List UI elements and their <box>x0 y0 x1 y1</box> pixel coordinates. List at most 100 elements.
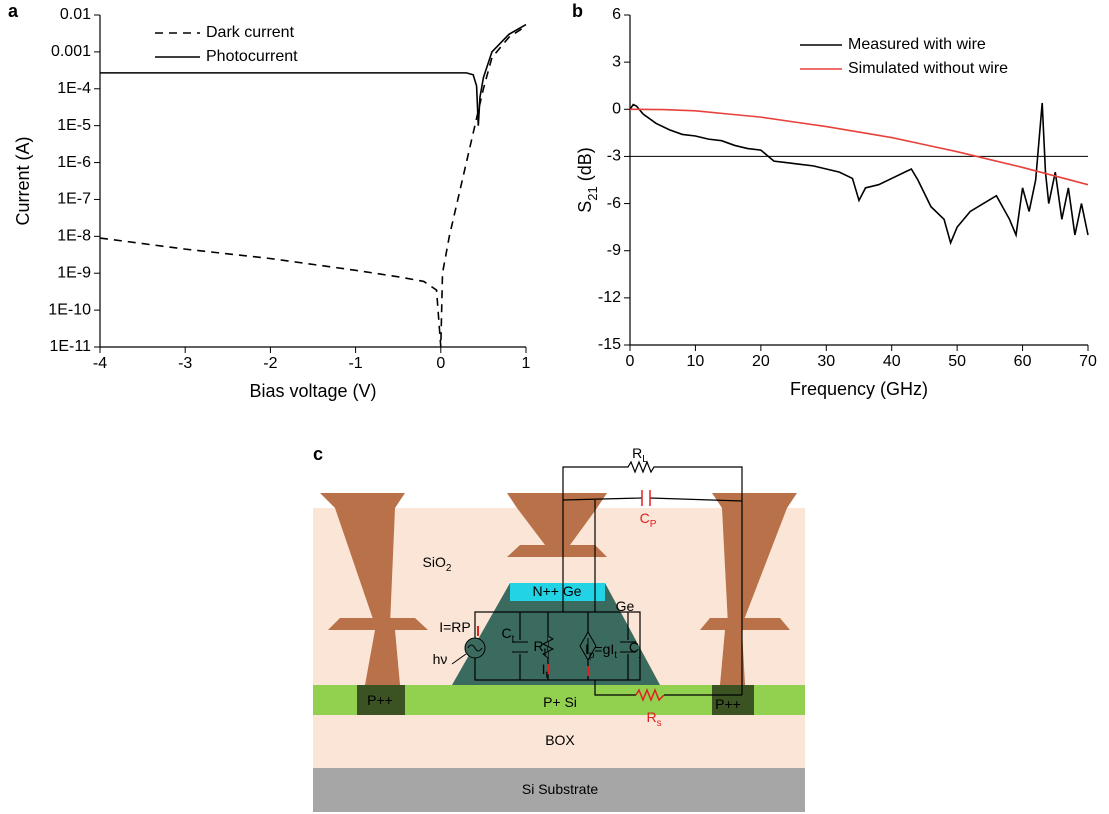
x-tick-label: 40 <box>883 353 901 370</box>
diagram-label-part: t <box>512 634 515 645</box>
diagram-label-part: s <box>657 718 662 729</box>
diagram-label-part: P+ Si <box>543 694 577 710</box>
x-tick-label: -2 <box>263 355 277 372</box>
series-line <box>99 25 527 348</box>
diagram-label-part: L <box>642 454 648 465</box>
diagram-label-part: hν <box>433 651 448 667</box>
y-axis-label-part: 21 <box>585 186 600 200</box>
diagram-label-part: C <box>640 510 650 526</box>
diagram-label-part: Si Substrate <box>522 781 598 797</box>
x-axis-label: Frequency (GHz) <box>790 379 928 399</box>
y-tick-label: -9 <box>607 242 621 259</box>
via <box>712 493 797 625</box>
y-axis-label-part: S <box>575 201 595 213</box>
y-tick-label: 1E-5 <box>57 117 91 134</box>
via <box>507 493 607 545</box>
diagram-label: I=RP <box>439 619 471 635</box>
diagram-label: RL <box>632 445 648 465</box>
series-line <box>629 108 1089 186</box>
diagram-label: Ct <box>502 625 515 645</box>
legend-label: Photocurrent <box>206 48 298 65</box>
y-tick-label: 3 <box>612 53 621 70</box>
diagram-label: Rt <box>534 638 547 658</box>
x-tick-label: 60 <box>1014 353 1032 370</box>
device-diagram <box>313 460 805 812</box>
diagram-label: It <box>542 661 549 681</box>
series-line <box>100 23 527 126</box>
x-tick-label: 10 <box>687 353 705 370</box>
diagram-label-part: =gI <box>594 641 614 657</box>
x-tick-label: 0 <box>436 355 445 372</box>
x-tick-label: 1 <box>522 355 531 372</box>
diagram-label: P++ <box>367 692 393 708</box>
y-tick-label: 1E-9 <box>57 264 91 281</box>
p-plus-region <box>357 685 405 715</box>
x-tick-label: 50 <box>948 353 966 370</box>
x-tick-label: 20 <box>752 353 770 370</box>
y-tick-label: 1E-4 <box>57 80 91 97</box>
y-tick-label: 1E-8 <box>57 228 91 245</box>
diagram-label: Ge <box>616 598 635 614</box>
diagram-label: N++ Ge <box>532 583 581 599</box>
diagram-label-part: P++ <box>715 696 741 712</box>
diagram-label: SiO2 <box>423 554 452 574</box>
y-tick-label: 1E-6 <box>57 154 91 171</box>
arrow <box>451 653 467 665</box>
x-tick-label: 0 <box>626 353 635 370</box>
x-tick-label: -4 <box>93 355 107 372</box>
y-tick-label: 0.001 <box>51 43 91 60</box>
y-tick-label: 1E-11 <box>49 338 91 355</box>
diagram-label-part: SiO <box>423 554 446 570</box>
diagram-label: Si Substrate <box>522 781 598 797</box>
diagram-label-part: t <box>546 670 549 681</box>
y-tick-label: -3 <box>607 148 621 165</box>
via <box>328 618 428 630</box>
legend-label: Measured with wire <box>848 36 986 53</box>
y-tick-label: -15 <box>598 336 621 353</box>
x-tick-label: 30 <box>817 353 835 370</box>
via <box>507 545 607 557</box>
diagram-label-part: p <box>589 650 595 661</box>
y-axis-label-part: (dB) <box>575 147 595 186</box>
cap-gap <box>620 640 636 654</box>
diagram-label: Ip=gIt <box>585 641 617 661</box>
y-tick-label: 1E-10 <box>48 301 91 318</box>
y-tick-label: 0 <box>612 101 621 118</box>
diagram-label: BOX <box>545 732 575 748</box>
y-tick-label: 1E-7 <box>57 191 91 208</box>
diagram-label-part: P <box>650 519 657 530</box>
diagram-label-part: I=RP <box>439 619 471 635</box>
wire <box>562 497 643 501</box>
n-ge-region <box>510 583 605 601</box>
y-axis-label: Current (A) <box>13 136 33 225</box>
panel-label: c <box>313 444 323 464</box>
diagram-label-part: 2 <box>446 563 452 574</box>
diagram-label-part: C <box>629 639 639 655</box>
diagram-label-part: t <box>614 650 617 661</box>
box-layer <box>313 715 805 768</box>
via <box>720 630 745 685</box>
diagram-label: Rs <box>646 709 661 729</box>
diagram-label-part: P++ <box>367 692 393 708</box>
diagram-label: Cj <box>629 639 641 659</box>
panel-label: a <box>8 1 19 21</box>
wire <box>594 680 636 696</box>
resistor <box>541 635 555 659</box>
p-plus-region <box>712 685 754 715</box>
vias <box>320 493 797 685</box>
diagram-label: CP <box>640 510 657 530</box>
x-tick-label: 70 <box>1079 353 1097 370</box>
diagram-label-part: I <box>542 661 546 677</box>
diagram-label: P+ Si <box>543 694 577 710</box>
diagram-label: hν <box>433 651 448 667</box>
diagram-label-part: BOX <box>545 732 575 748</box>
series-line <box>629 102 1089 246</box>
y-tick-label: 0.01 <box>60 6 91 23</box>
diagram-label-part: R <box>646 709 656 725</box>
via <box>700 618 790 630</box>
via <box>365 630 400 685</box>
wire <box>562 460 743 695</box>
ge-region <box>452 583 660 685</box>
diagram-label-part: C <box>502 625 512 641</box>
